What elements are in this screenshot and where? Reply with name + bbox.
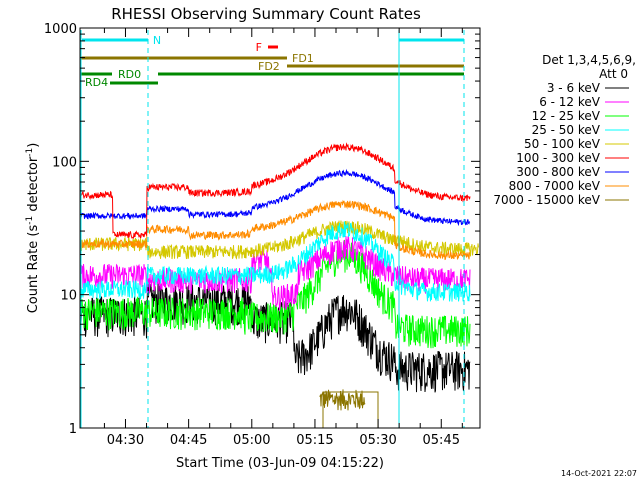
legend-label: 12 - 25 keV xyxy=(532,109,601,123)
x-tick-label: 05:00 xyxy=(233,433,270,448)
x-tick-label: 05:30 xyxy=(359,433,396,448)
flag-label-rd0: RD0 xyxy=(118,68,141,81)
legend-label: 6 - 12 keV xyxy=(539,95,601,109)
series-box-7000-15000 xyxy=(322,391,379,428)
legend-label: 300 - 800 keV xyxy=(516,165,600,179)
legend-label: 50 - 100 keV xyxy=(524,137,601,151)
flag-label-n: N xyxy=(153,34,161,47)
series-line-7 xyxy=(80,199,471,261)
axes: 1 10 100 1000 04:30 04:45 05:00 05:15 05:30 05:45 xyxy=(44,22,480,448)
legend-title-2: Att 0 xyxy=(599,67,628,81)
flag-label-fd1: FD1 xyxy=(292,52,314,65)
chart-title: RHESSI Observing Summary Count Rates xyxy=(111,5,421,23)
x-tick-label: 05:45 xyxy=(423,433,460,448)
flag-label-fd2: FD2 xyxy=(258,60,280,73)
series-line-1 xyxy=(80,236,471,311)
legend-label: 100 - 300 keV xyxy=(516,151,600,165)
x-tick-label: 04:30 xyxy=(107,433,144,448)
plot-frame xyxy=(79,27,481,429)
y-tick-label: 1 xyxy=(69,422,77,437)
series-layer xyxy=(80,142,479,428)
series-line-2 xyxy=(80,239,471,349)
flag-label-f: F xyxy=(256,41,262,54)
y-tick-label: 100 xyxy=(52,155,77,170)
x-tick-label: 05:15 xyxy=(296,433,333,448)
legend-label: 25 - 50 keV xyxy=(532,123,601,137)
legend-label: 3 - 6 keV xyxy=(547,81,601,95)
y-tick-label: 1000 xyxy=(44,22,77,37)
series-line-7000-15000 xyxy=(319,389,366,411)
x-axis-label: Start Time (03-Jun-09 04:15:22) xyxy=(176,456,384,471)
footer-timestamp: 14-Oct-2021 22:07 xyxy=(561,469,637,478)
series-line-6 xyxy=(80,168,471,227)
x-tick-label: 04:45 xyxy=(170,433,207,448)
y-axis-label: Count Rate (s-1 detector-1) xyxy=(25,143,41,314)
series-line-4 xyxy=(80,220,479,260)
flag-label-rd4: RD4 xyxy=(85,76,108,89)
legend-title-1: Det 1,3,4,5,6,9, xyxy=(542,53,636,67)
attenuator-lines xyxy=(80,30,465,428)
legend-label: 7000 - 15000 keV xyxy=(493,193,600,207)
legend-label: 800 - 7000 keV xyxy=(509,179,601,193)
series-line-5 xyxy=(80,142,471,240)
y-tick-label: 10 xyxy=(60,289,77,304)
flag-bars: N F FD1 FD2 RD0 RD4 xyxy=(80,34,464,89)
series-line-3 xyxy=(80,221,471,302)
